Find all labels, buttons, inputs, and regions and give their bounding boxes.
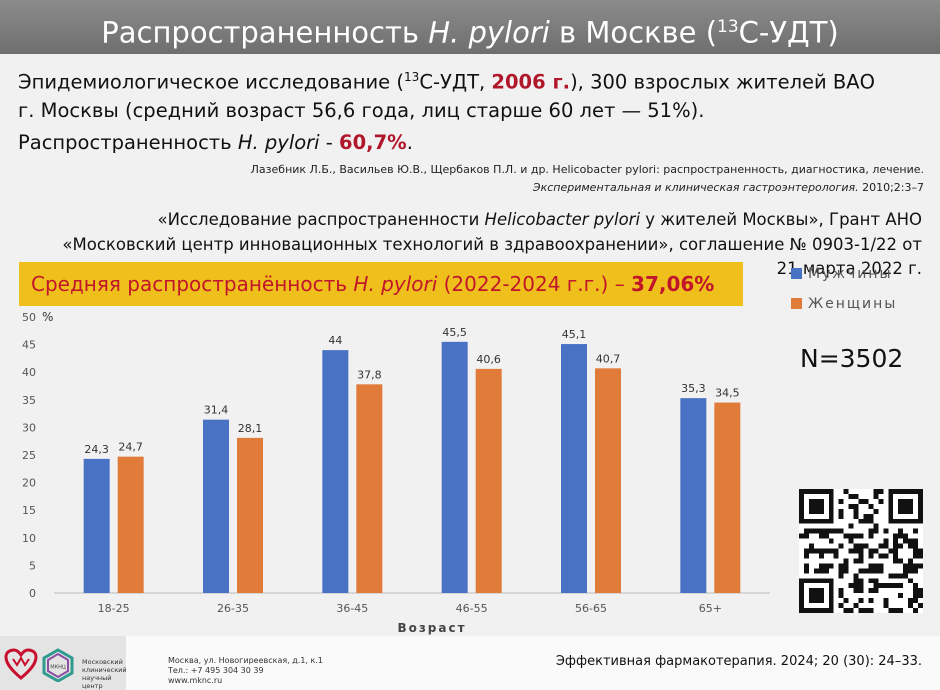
bar-women bbox=[475, 368, 502, 593]
sample-size: N=3502 bbox=[800, 344, 904, 373]
legend-label-men: Мужчины bbox=[808, 266, 893, 282]
org-name: Московский клинический научный центр bbox=[82, 658, 127, 690]
data-label: 31,4 bbox=[204, 404, 229, 417]
title-pathogen: H. pylori bbox=[428, 15, 550, 50]
data-label: 37,8 bbox=[357, 368, 382, 381]
footer-contacts: Москва, ул. Новогиреевская, д.1, к.1 Тел… bbox=[168, 656, 323, 686]
data-label: 24,7 bbox=[118, 441, 143, 454]
y-tick-label: 45 bbox=[22, 339, 36, 352]
y-tick-label: 25 bbox=[22, 449, 36, 462]
legend-swatch-women bbox=[791, 298, 802, 309]
footer-citation: Эффективная фармакотерапия. 2024; 20 (30… bbox=[555, 654, 922, 669]
y-tick-label: 5 bbox=[29, 559, 36, 572]
legend-item-men: Мужчины bbox=[791, 266, 893, 282]
legend-label-women: Женщины bbox=[808, 296, 898, 312]
mknc-logo-icon: МКНЦ bbox=[4, 648, 74, 682]
grant-line-3: 21 марта 2022 г. bbox=[776, 259, 922, 278]
study-line-1: Эпидемиологическое исследование (13С-УДТ… bbox=[18, 70, 875, 94]
study-year: 2006 г. bbox=[491, 70, 571, 94]
y-tick-label: 10 bbox=[22, 532, 36, 545]
y-tick-label: 30 bbox=[22, 421, 36, 434]
bar-women bbox=[595, 368, 621, 593]
data-label: 35,3 bbox=[681, 382, 706, 395]
bar-men bbox=[441, 341, 468, 593]
footer-address: Москва, ул. Новогиреевская, д.1, к.1 bbox=[168, 656, 323, 665]
bar-men bbox=[203, 419, 229, 593]
data-label: 40,6 bbox=[476, 353, 501, 366]
grant-line-2: «Московский центр инновационных технолог… bbox=[62, 235, 922, 254]
bar-men bbox=[322, 350, 349, 593]
legend-swatch-men bbox=[791, 268, 802, 279]
x-tick-label: 65+ bbox=[699, 602, 722, 615]
average-prevalence-value: 37,06% bbox=[631, 272, 715, 296]
y-tick-label: 20 bbox=[22, 477, 36, 490]
data-label: 28,1 bbox=[238, 422, 263, 435]
footer-website[interactable]: www.mknc.ru bbox=[168, 676, 223, 685]
bar-men bbox=[680, 398, 707, 593]
study-line-3: Распространенность H. pylori - 60,7%. bbox=[18, 131, 413, 154]
qr-code-icon[interactable] bbox=[798, 489, 924, 613]
title-text-2: в Москве ( bbox=[549, 15, 718, 50]
y-tick-label: 40 bbox=[22, 366, 36, 379]
data-label: 44 bbox=[328, 334, 342, 347]
y-tick-label: 35 bbox=[22, 394, 36, 407]
bar-chart: 0 5 10 15 20 25 30 35 40 45 50 % 24,3 24,7 18-25 31,4 28… bbox=[22, 310, 770, 635]
title-isotope: 13 bbox=[717, 17, 739, 37]
footer-phone: Тел.: +7 495 304 30 39 bbox=[168, 666, 264, 675]
study-prevalence: 60,7% bbox=[339, 131, 407, 154]
data-label: 45,1 bbox=[562, 328, 587, 341]
bar-women bbox=[356, 384, 383, 593]
study-line-2: г. Москвы (средний возраст 56,6 года, ли… bbox=[18, 99, 705, 122]
footer: МКНЦ Московский клинический научный цент… bbox=[0, 636, 940, 690]
average-prevalence-banner: Средняя распространённость H. pylori (20… bbox=[19, 262, 743, 306]
legend-item-women: Женщины bbox=[791, 296, 897, 312]
logo-abbreviation: МКНЦ bbox=[50, 665, 66, 671]
slide-title: Распространенность H. pylori в Москве (1… bbox=[0, 0, 940, 54]
reference-journal: Экспериментальная и клиническая гастроэн… bbox=[532, 181, 924, 194]
data-label: 24,3 bbox=[84, 443, 109, 456]
y-tick-label: 50 bbox=[22, 311, 36, 324]
y-tick-label: 15 bbox=[22, 504, 36, 517]
bar-women bbox=[237, 437, 263, 593]
grant-line-1: «Исследование распространенности Helicob… bbox=[157, 210, 922, 229]
data-label: 34,5 bbox=[715, 387, 740, 400]
footer-logo-area: МКНЦ Московский клинический научный цент… bbox=[0, 636, 127, 690]
x-tick-label: 18-25 bbox=[98, 602, 130, 615]
bar-men bbox=[83, 458, 110, 593]
bar-women bbox=[714, 402, 741, 593]
title-text: Распространенность bbox=[101, 15, 429, 50]
y-tick-label: 0 bbox=[29, 587, 36, 600]
x-tick-label: 26-35 bbox=[217, 602, 249, 615]
title-text-3: С-УДТ) bbox=[738, 15, 839, 50]
y-axis-unit: % bbox=[42, 310, 53, 324]
bar-women bbox=[117, 456, 144, 593]
x-tick-label: 36-45 bbox=[336, 602, 368, 615]
data-label: 45,5 bbox=[442, 326, 467, 339]
bar-men bbox=[561, 344, 587, 593]
reference-authors: Лазебник Л.Б., Васильев Ю.В., Щербаков П… bbox=[250, 163, 924, 176]
x-axis-title: Возраст bbox=[397, 621, 466, 635]
data-label: 40,7 bbox=[596, 352, 621, 365]
x-tick-label: 56-65 bbox=[575, 602, 607, 615]
x-tick-label: 46-55 bbox=[456, 602, 488, 615]
